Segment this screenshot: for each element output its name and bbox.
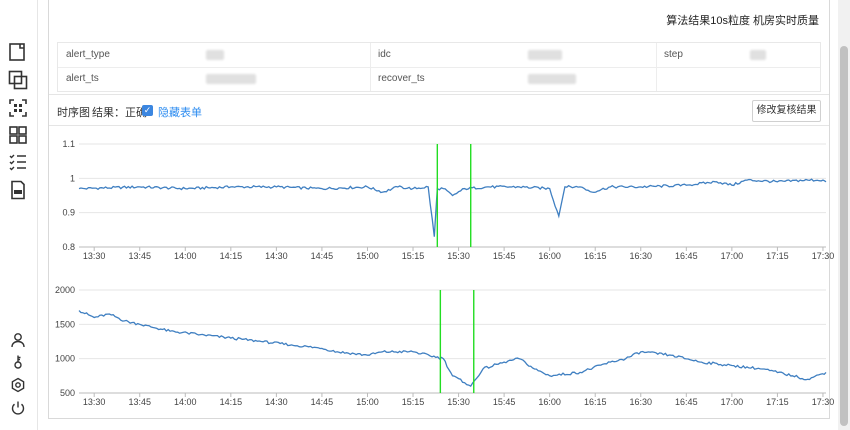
key-icon[interactable] <box>6 350 30 374</box>
x-tick-label: 16:15 <box>584 397 607 407</box>
x-tick-label: 14:00 <box>174 251 197 261</box>
x-tick-label: 16:45 <box>675 251 698 261</box>
y-tick-label: 0.9 <box>62 208 75 218</box>
x-tick-label: 13:45 <box>128 251 151 261</box>
field-label-recover-ts: recover_ts <box>378 73 425 84</box>
x-tick-label: 14:15 <box>220 251 243 261</box>
user-icon[interactable] <box>6 328 30 352</box>
checklist-icon[interactable] <box>6 150 30 174</box>
field-value-idc <box>528 50 562 60</box>
x-tick-label: 15:00 <box>356 397 379 407</box>
x-tick-label: 13:30 <box>83 397 106 407</box>
x-tick-label: 15:00 <box>356 251 379 261</box>
result-toolbar: 时序图 结果：正确 ✓ 隐藏表单 修改复核结果 <box>49 94 829 126</box>
x-tick-label: 14:15 <box>220 397 243 407</box>
y-tick-label: 1.1 <box>62 139 75 149</box>
main-panel: 算法结果10s粒度 机房实时质量 alert_type idc step ale… <box>48 0 830 419</box>
field-value-step <box>750 50 766 60</box>
x-tick-label: 17:15 <box>766 397 789 407</box>
result-label: 结果：正确 <box>92 107 147 119</box>
page-title: 算法结果10s粒度 机房实时质量 <box>666 15 819 27</box>
scan-code-icon[interactable] <box>6 96 30 120</box>
x-tick-label: 16:00 <box>538 397 561 407</box>
field-value-recover-ts <box>528 74 576 84</box>
field-label-idc: idc <box>378 49 391 60</box>
x-tick-label: 15:30 <box>447 251 470 261</box>
copy-icon[interactable] <box>6 40 30 64</box>
x-tick-label: 14:00 <box>174 397 197 407</box>
layers-icon[interactable] <box>6 68 30 92</box>
y-tick-label: 1000 <box>55 354 75 364</box>
y-tick-label: 2000 <box>55 285 75 295</box>
timeseries-label: 时序图 <box>57 107 90 119</box>
x-tick-label: 14:45 <box>311 397 334 407</box>
x-tick-label: 16:00 <box>538 251 561 261</box>
field-label-alert-ts: alert_ts <box>66 73 99 84</box>
x-tick-label: 16:45 <box>675 397 698 407</box>
power-icon[interactable] <box>6 396 30 420</box>
x-tick-label: 16:30 <box>630 397 653 407</box>
alert-info-table: alert_type idc step alert_ts recover_ts <box>57 42 821 92</box>
hide-form-link[interactable]: 隐藏表单 <box>158 107 202 119</box>
series-line <box>78 178 827 237</box>
y-tick-label: 500 <box>60 388 75 398</box>
x-tick-label: 17:15 <box>766 251 789 261</box>
y-tick-label: 1500 <box>55 319 75 329</box>
scrollbar-thumb[interactable] <box>840 46 848 426</box>
field-value-alert-ts <box>206 74 256 84</box>
settings-icon[interactable] <box>6 373 30 397</box>
grid-icon[interactable] <box>6 123 30 147</box>
x-tick-label: 15:15 <box>402 397 425 407</box>
x-tick-label: 17:00 <box>721 251 744 261</box>
x-tick-label: 17:00 <box>721 397 744 407</box>
x-tick-label: 17:30 <box>812 251 835 261</box>
y-tick-label: 0.8 <box>62 242 75 252</box>
x-tick-label: 14:45 <box>311 251 334 261</box>
modify-review-button[interactable]: 修改复核结果 <box>752 100 821 122</box>
x-tick-label: 15:30 <box>447 397 470 407</box>
x-tick-label: 16:15 <box>584 251 607 261</box>
x-tick-label: 16:30 <box>630 251 653 261</box>
field-label-step: step <box>664 49 683 60</box>
sidebar <box>0 0 38 430</box>
result-checkbox[interactable]: ✓ <box>142 105 153 116</box>
field-label-alert-type: alert_type <box>66 49 110 60</box>
field-value-alert-type <box>206 50 224 60</box>
x-tick-label: 15:45 <box>493 251 516 261</box>
x-tick-label: 15:15 <box>402 251 425 261</box>
x-tick-label: 14:30 <box>265 251 288 261</box>
x-tick-label: 13:30 <box>83 251 106 261</box>
scrollbar[interactable] <box>838 0 850 430</box>
y-tick-label: 1 <box>70 173 75 183</box>
log-icon[interactable] <box>6 178 30 202</box>
x-tick-label: 15:45 <box>493 397 516 407</box>
x-tick-label: 14:30 <box>265 397 288 407</box>
series-line <box>78 310 827 387</box>
x-tick-label: 13:45 <box>128 397 151 407</box>
x-tick-label: 17:30 <box>812 397 835 407</box>
